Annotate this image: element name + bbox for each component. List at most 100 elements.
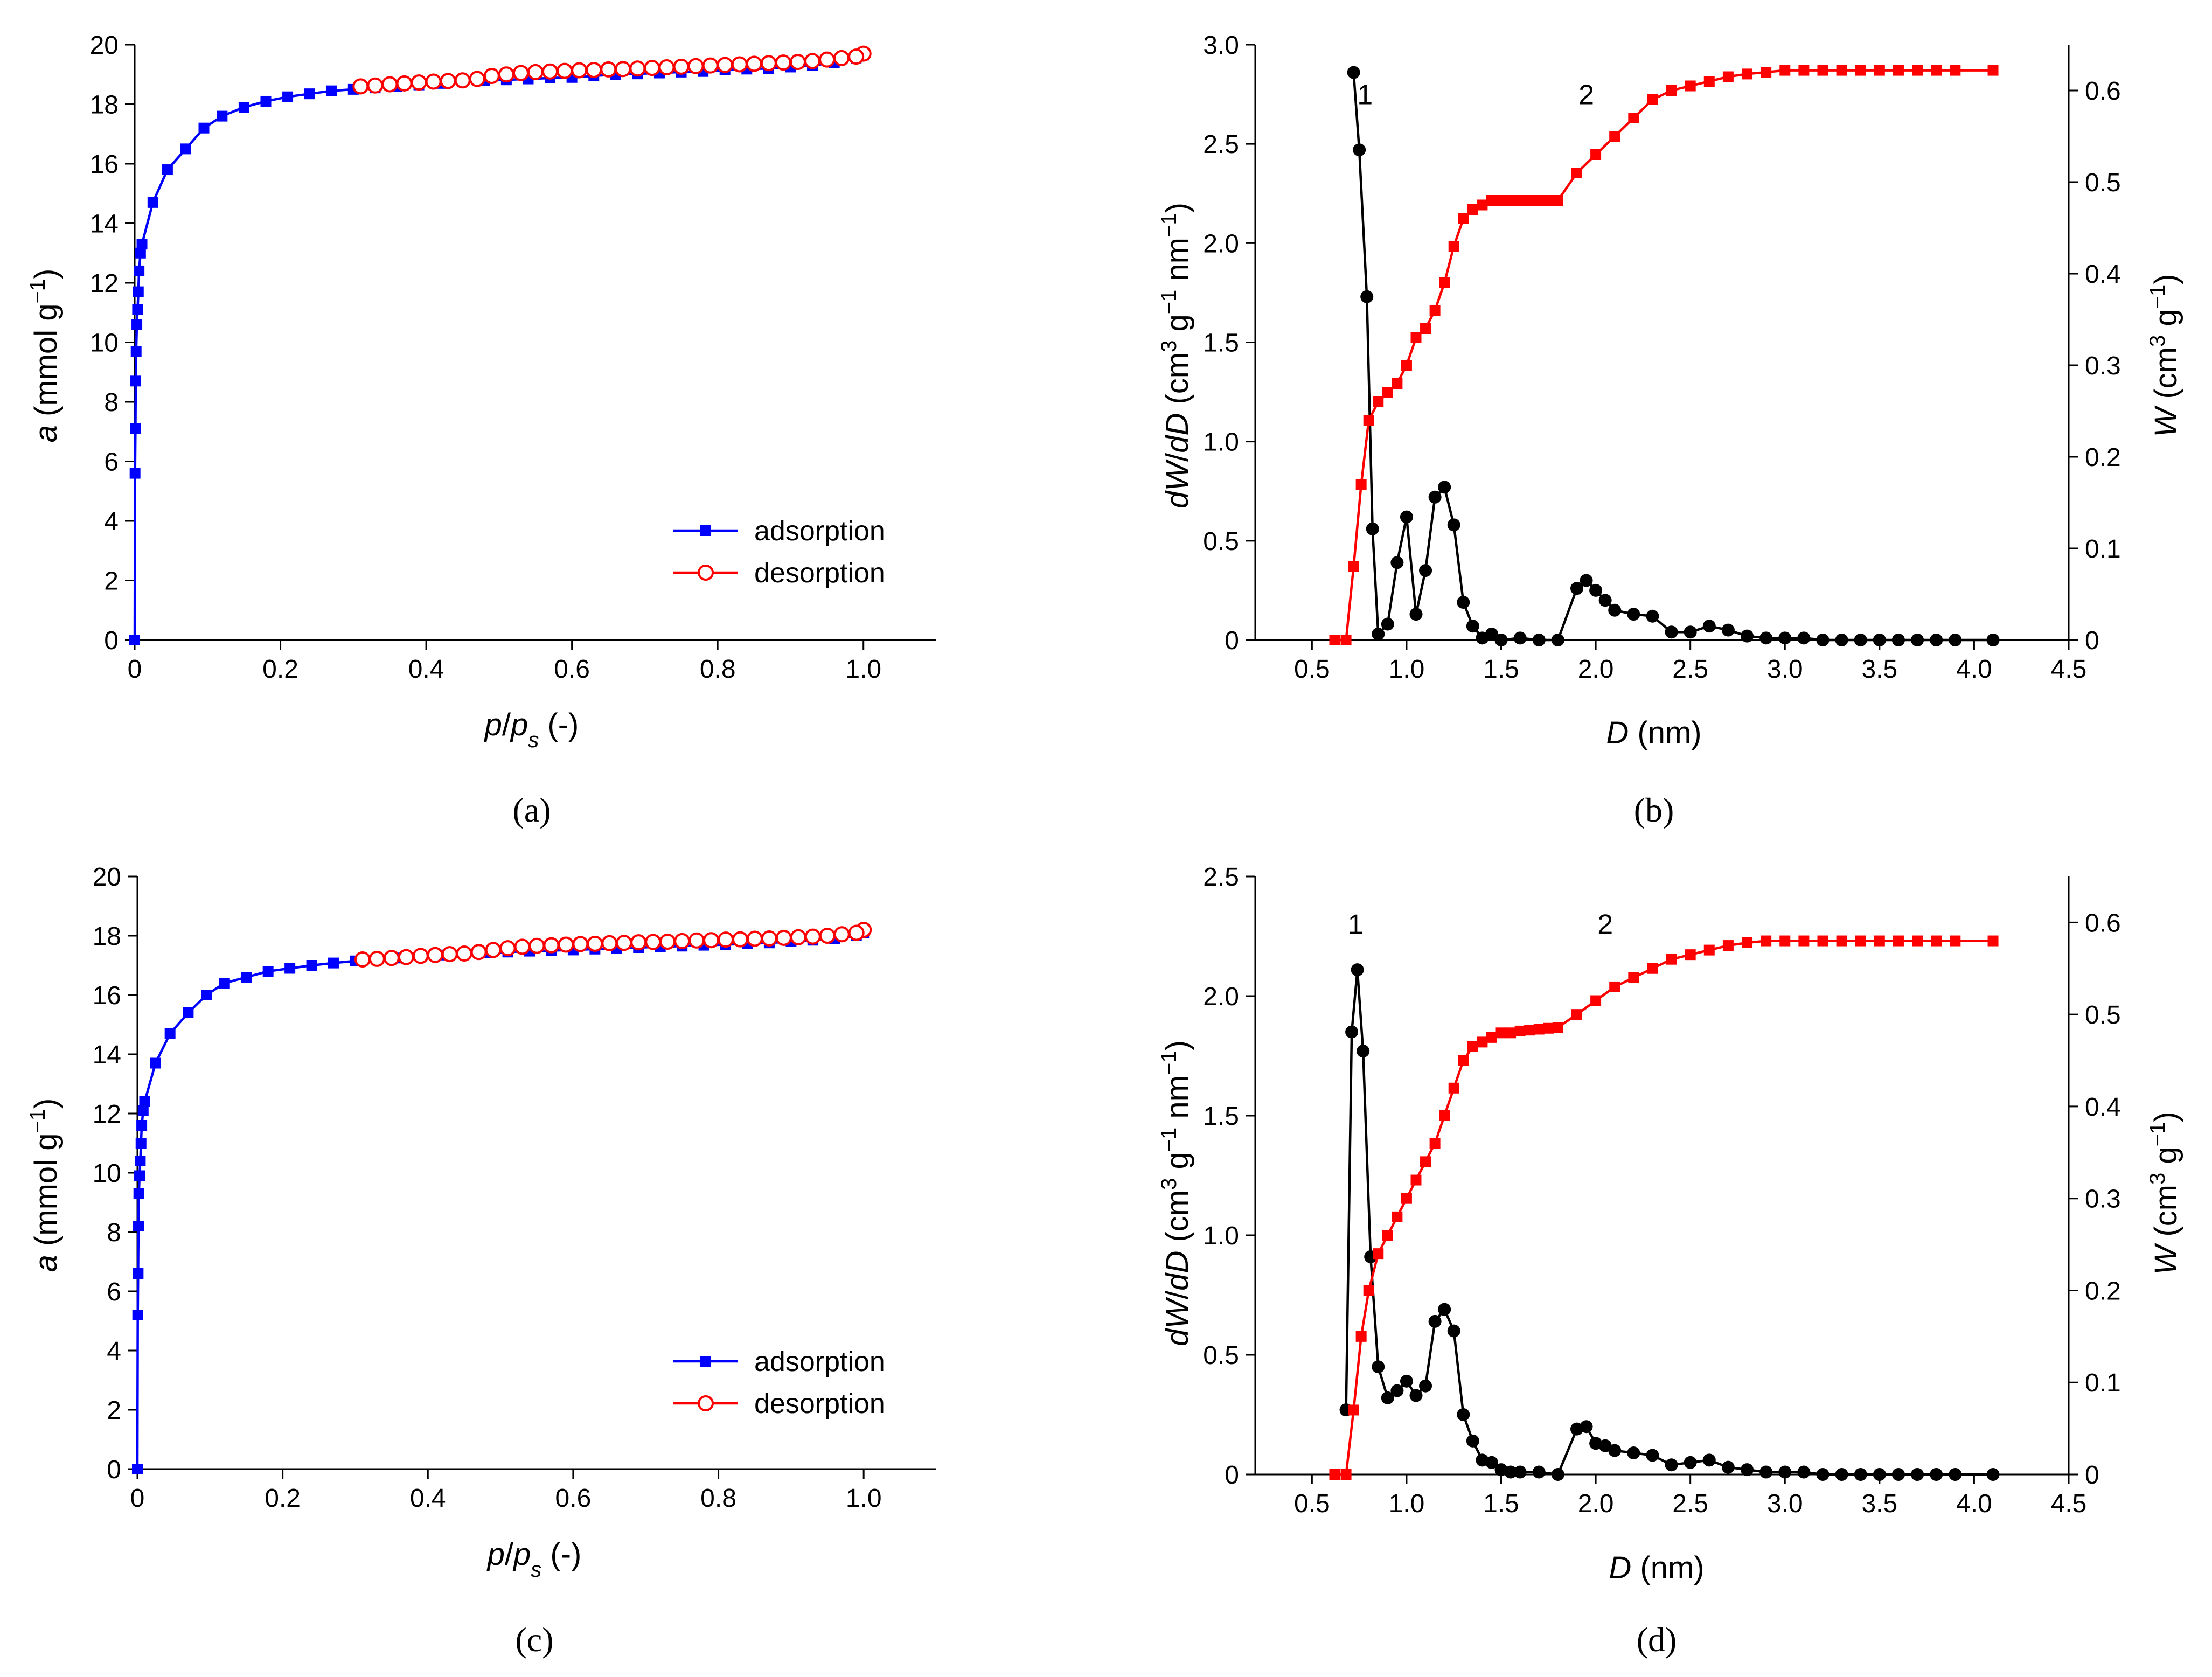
plot-area-d: 0.5 1.0 1.5 2.0 2.5 3.0 3.5 4.0 4.500.51.01.52.0… (1203, 863, 2120, 1518)
y-tick-label: 1.5 (1203, 329, 1239, 358)
data-point (687, 58, 704, 74)
label-part: −1 (1157, 1050, 1181, 1075)
data-point (1580, 574, 1593, 587)
data-point (1628, 972, 1639, 983)
data-point (1589, 583, 1603, 597)
data-point (1628, 113, 1639, 123)
label-part: D (1606, 715, 1629, 750)
data-point (411, 74, 427, 91)
plot-area-c: 0 0.2 0.4 0.6 0.8 1.0 0 2 4 6 8 10 12 14 16 18 20 adsorpt… (93, 863, 936, 1513)
y2-tick-label: 0.2 (2085, 1277, 2121, 1305)
label-part: g (1160, 314, 1195, 340)
data-point (1759, 1465, 1773, 1479)
data-point (1348, 561, 1359, 572)
data-point (1891, 1468, 1905, 1481)
ylabel-a: a (mmol g−1) (26, 269, 64, 443)
y-tick-label: 0 (1225, 627, 1239, 655)
data-point (543, 937, 560, 954)
data-point (1721, 623, 1735, 637)
y-tick-label: 2.0 (1203, 229, 1239, 258)
data-point (470, 944, 487, 961)
data-point (485, 942, 502, 958)
data-point (260, 95, 272, 107)
data-point (1874, 935, 1885, 947)
data-point (1457, 1408, 1470, 1421)
data-point (1684, 1456, 1697, 1469)
data-point (1778, 631, 1792, 645)
data-point (1590, 149, 1602, 160)
x-tick-label: 4.5 (2051, 1490, 2087, 1518)
data-point (1485, 1456, 1498, 1469)
data-point (1854, 634, 1867, 646)
y-tick-label: 1.5 (1203, 1102, 1239, 1131)
label-part: s (531, 1558, 541, 1582)
data-point (368, 950, 385, 967)
data-point (381, 76, 398, 93)
legend-marker (698, 1395, 714, 1411)
y2-tick-label: 0.4 (2085, 260, 2121, 289)
y2-tick-label: 0.1 (2085, 535, 2121, 563)
data-point (1598, 594, 1612, 607)
data-point (1551, 1468, 1564, 1481)
label-part: −1 (1157, 1128, 1181, 1152)
data-point (673, 58, 690, 75)
data-point (1741, 1463, 1754, 1477)
data-point (137, 1105, 149, 1116)
data-point (328, 957, 339, 969)
caption-d: (d) (1637, 1620, 1677, 1659)
data-point (1987, 65, 1999, 76)
panel-c: 0 0.2 0.4 0.6 0.8 1.0 0 2 4 6 8 10 12 14 16 18 20 adsorpt… (26, 863, 936, 1659)
label-part: (-) (539, 707, 579, 742)
data-point (1627, 608, 1640, 621)
data-point (133, 1188, 144, 1199)
data-point (1930, 1468, 1943, 1481)
x-tick-label: 1.0 (846, 1484, 882, 1513)
data-point (1665, 625, 1678, 639)
data-point (703, 932, 720, 949)
data-point (819, 928, 836, 944)
plot-area-b: 0.5 1.0 1.5 2.0 2.5 3.0 3.5 4.0 4.500.51.01.52.0… (1203, 31, 2120, 684)
data-point (1778, 1465, 1792, 1479)
data-point (1505, 195, 1517, 206)
y-tick-label: 2.5 (1203, 130, 1239, 159)
y-tick-label: 1.0 (1203, 1222, 1239, 1250)
legend-label: desorption (754, 1388, 885, 1419)
data-point (1931, 65, 1942, 76)
label-part: ) (29, 1098, 64, 1109)
data-point (306, 960, 317, 971)
data-point (1836, 65, 1847, 76)
label-part: p (484, 707, 502, 742)
data-point (1401, 360, 1412, 371)
data-point (1485, 627, 1498, 641)
data-point (1552, 195, 1563, 206)
data-point (1722, 71, 1734, 82)
data-point (1410, 1174, 1422, 1186)
data-point (1779, 935, 1791, 947)
y-tick-label: 20 (93, 863, 121, 892)
data-point (615, 61, 631, 78)
label-part: W (2148, 1243, 2183, 1275)
data-point (1911, 1468, 1924, 1481)
label-part: dW (1160, 1297, 1195, 1346)
data-point (352, 78, 369, 95)
data-point (1348, 1404, 1359, 1416)
data-point (789, 54, 806, 71)
data-point (1345, 1025, 1359, 1039)
data-point (1552, 1022, 1563, 1033)
y-tick-label: 10 (93, 1159, 121, 1188)
data-point (1447, 1324, 1460, 1338)
x-tick-label: 0.2 (265, 1484, 301, 1513)
y2-tick-label: 0.5 (2085, 169, 2121, 197)
data-point (1390, 556, 1404, 569)
label-part: (cm (1160, 352, 1195, 413)
data-point (775, 929, 792, 946)
peak-label: 2 (1578, 80, 1594, 111)
data-point (1950, 935, 1961, 947)
label-part: 3 (1157, 340, 1181, 352)
data-point (1590, 995, 1602, 1006)
data-point (1466, 1434, 1479, 1448)
label-part: ) (29, 269, 64, 279)
data-point (1666, 85, 1677, 96)
data-point (1986, 634, 2000, 646)
